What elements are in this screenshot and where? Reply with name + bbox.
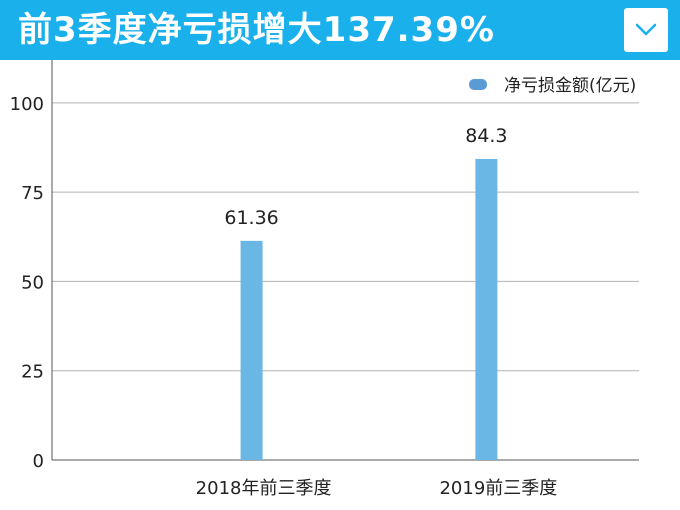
y-tick-label: 75 xyxy=(21,183,44,204)
data-label: 61.36 xyxy=(224,207,278,229)
legend-label: 净亏损金额(亿元) xyxy=(504,76,636,96)
legend-swatch xyxy=(469,79,487,90)
y-tick-labels: 0 25 50 75 100 xyxy=(10,94,44,472)
y-tick-label: 100 xyxy=(10,94,44,115)
y-tick-label: 0 xyxy=(33,451,44,472)
bars xyxy=(240,158,498,460)
bar-chart: 0 25 50 75 100 61.36 84.3 2018年前三季度 2019前三季度 净… xyxy=(10,60,639,499)
x-tick-label: 2018年前三季度 xyxy=(196,478,332,499)
x-tick-labels: 2018年前三季度 2019前三季度 xyxy=(196,478,558,499)
bar xyxy=(240,240,263,460)
dropdown-button[interactable] xyxy=(624,8,668,52)
chevron-down-icon xyxy=(635,23,657,36)
data-labels: 61.36 84.3 xyxy=(224,125,507,229)
gridlines xyxy=(52,102,639,372)
y-tick-label: 25 xyxy=(21,362,44,383)
legend: 净亏损金额(亿元) xyxy=(469,76,636,96)
x-tick-label: 2019前三季度 xyxy=(439,478,557,499)
y-tick-label: 50 xyxy=(21,272,44,293)
page-title: 前3季度净亏损增大137.39% xyxy=(18,10,495,50)
axes xyxy=(51,60,639,461)
bar xyxy=(475,158,498,460)
header-bar: 前3季度净亏损增大137.39% xyxy=(0,0,680,60)
data-label: 84.3 xyxy=(465,125,507,147)
